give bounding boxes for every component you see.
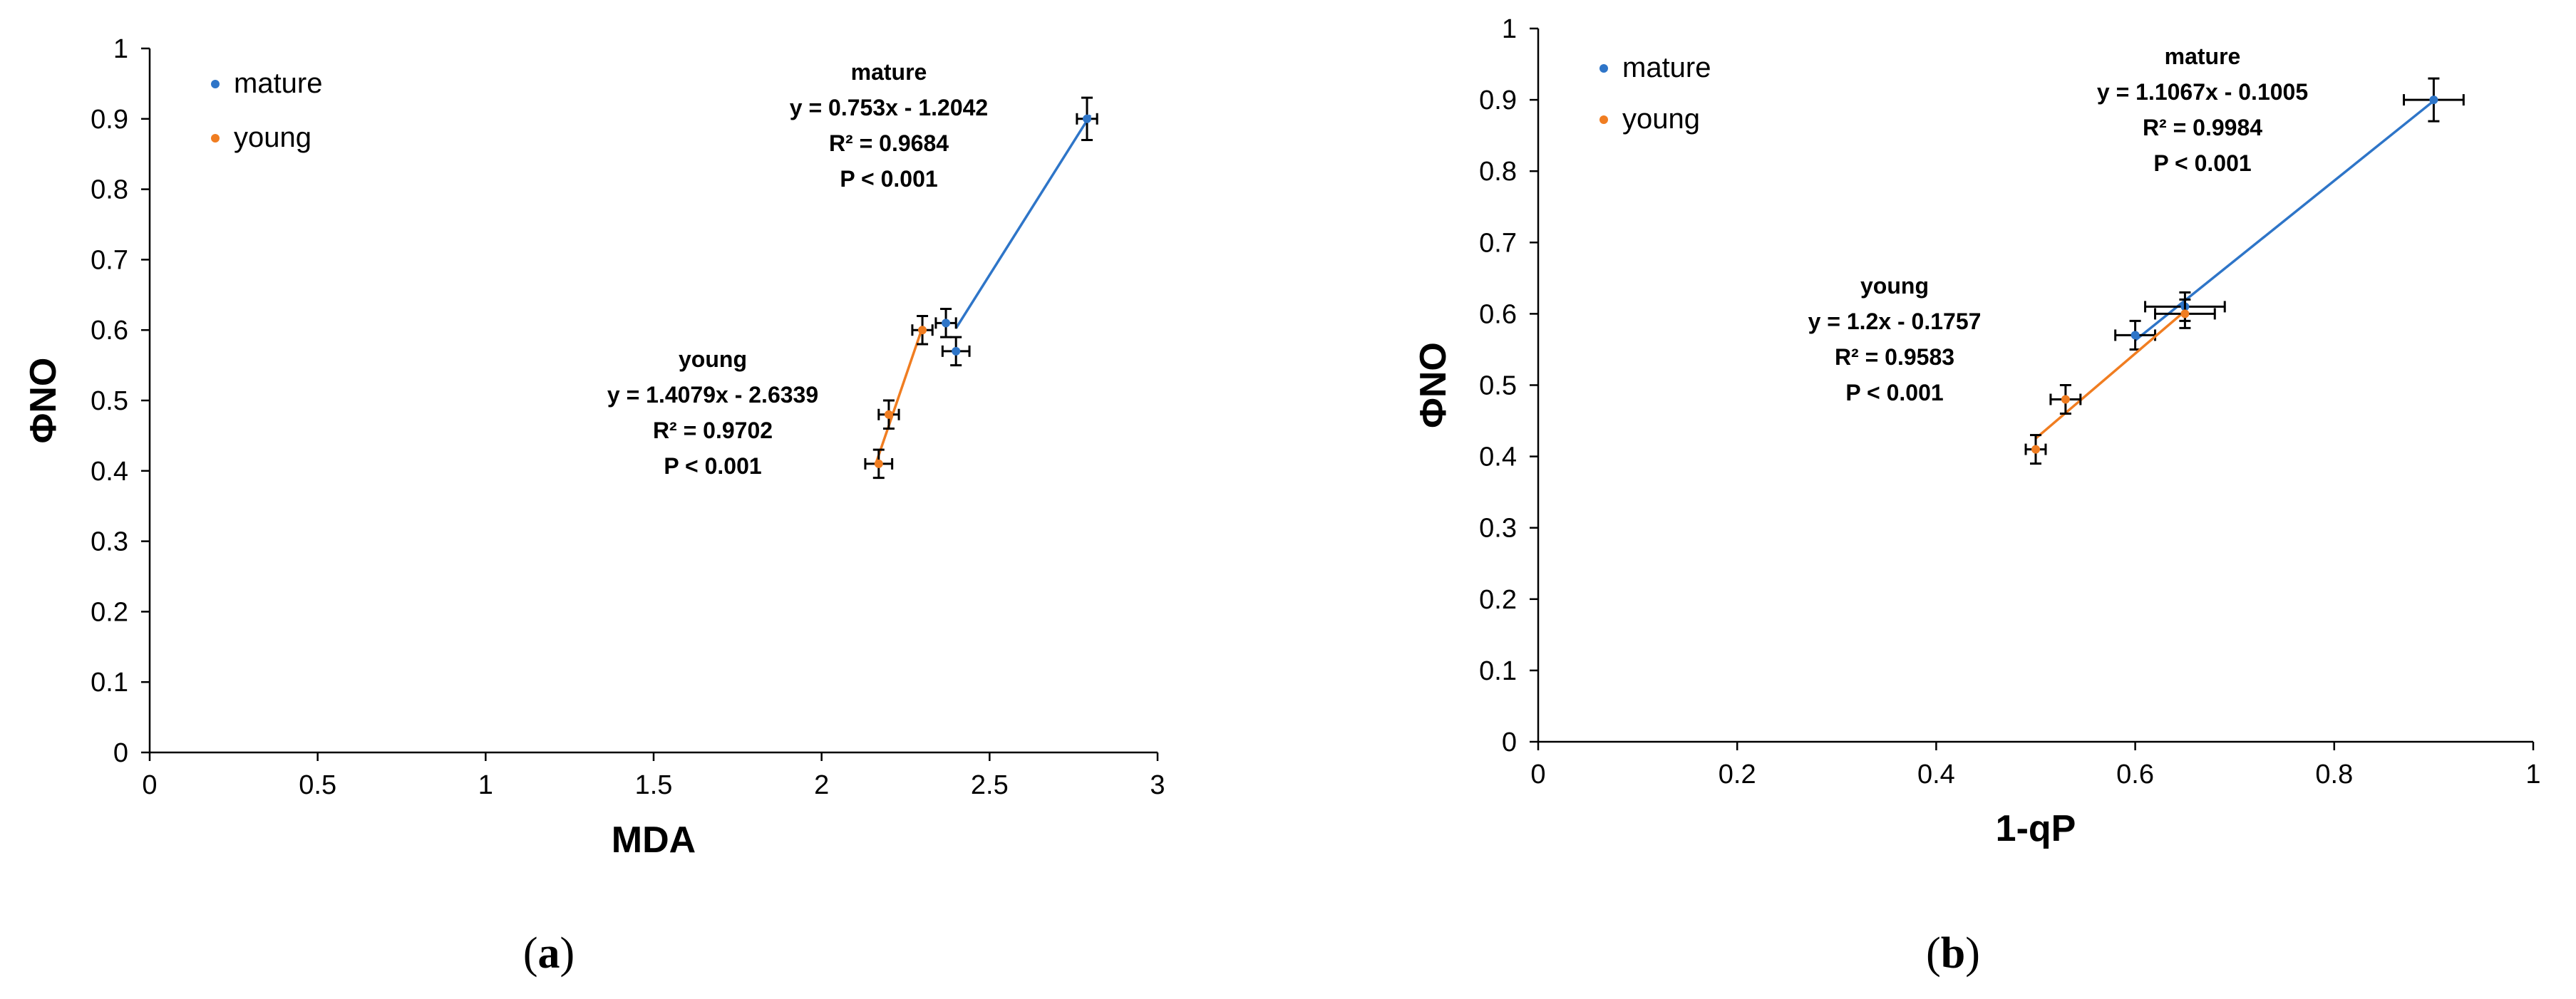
y-tick-label: 0.2 (1479, 585, 1517, 615)
y-tick-label: 0.9 (1479, 86, 1517, 115)
x-axis-label: 1-qP (1996, 808, 2076, 849)
trendline-mature (954, 114, 1092, 329)
y-tick-label: 0.4 (91, 457, 128, 487)
legend-label-young: young (234, 122, 311, 153)
y-tick-label: 1 (1502, 14, 1517, 44)
data-point-young (874, 459, 883, 468)
annotation-young: P < 0.001 (1845, 380, 1943, 405)
panel-caption: (a) (523, 929, 575, 978)
data-point-mature (2429, 95, 2438, 105)
legend-label-young: young (1622, 103, 1700, 135)
y-tick-label: 0.1 (1479, 656, 1517, 686)
y-tick-label: 1 (113, 34, 128, 64)
annotation-young: y = 1.2x - 0.1757 (1808, 309, 1982, 334)
data-point-young (2180, 309, 2190, 319)
data-point-mature (952, 346, 961, 356)
panel-a: 0 0.5 1 1.5 2 2.5 3 0 0.1 0.2 0.3 0.4 0.5 0.6 0.7 0.8 0.… (23, 34, 1165, 978)
y-tick-label: 0.8 (91, 175, 128, 205)
data-point-young (918, 326, 927, 335)
y-tick-label: 0.9 (91, 105, 128, 135)
y-tick-label: 0.6 (1479, 299, 1517, 329)
annotation-mature: R² = 0.9684 (829, 130, 949, 156)
y-tick-label: 0.5 (91, 386, 128, 416)
x-tick-label: 1 (478, 770, 493, 800)
x-tick-label: 1 (2525, 760, 2540, 790)
panel-caption: (b) (1926, 929, 1980, 978)
x-tick-label: 2 (814, 770, 829, 800)
annotation-mature: y = 0.753x - 1.2042 (790, 95, 988, 120)
legend-marker-young (211, 134, 220, 143)
annotation-young: P < 0.001 (664, 453, 761, 479)
data-point-young (2061, 395, 2070, 404)
annotation-mature: mature (2165, 43, 2241, 69)
x-tick-label: 0.4 (1917, 760, 1955, 790)
data-point-young (2031, 445, 2040, 454)
annotation-mature: P < 0.001 (2153, 150, 2251, 176)
x-tick-label: 0 (142, 770, 157, 800)
x-tick-label: 0.6 (2116, 760, 2154, 790)
x-axis-label: MDA (612, 819, 696, 861)
data-point-mature (942, 319, 951, 328)
y-tick-label: 0.2 (91, 597, 128, 627)
x-tick-label: 0.5 (299, 770, 336, 800)
annotation-young: young (679, 346, 747, 372)
x-tick-label: 3 (1150, 770, 1165, 800)
data-point-mature (1083, 114, 1092, 123)
annotation-mature: mature (851, 59, 927, 85)
y-tick-label: 0.7 (1479, 228, 1517, 258)
y-tick-label: 0.4 (1479, 442, 1517, 472)
legend-marker-mature (211, 80, 220, 88)
y-axis-label: ΦNO (1413, 342, 1454, 428)
x-tick-label: 0.2 (1719, 760, 1756, 790)
annotation-young: R² = 0.9702 (653, 418, 773, 443)
x-tick-label: 0 (1530, 760, 1545, 790)
trendline-young (874, 327, 924, 466)
annotation-mature: P < 0.001 (840, 166, 937, 192)
x-tick-label: 2.5 (971, 770, 1009, 800)
x-tick-label: 0.8 (2315, 760, 2353, 790)
annotation-young: y = 1.4079x - 2.6339 (607, 382, 818, 408)
x-tick-label: 1.5 (635, 770, 673, 800)
y-tick-label: 0.6 (91, 316, 128, 346)
annotation-young: young (1860, 273, 1929, 299)
y-tick-label: 0 (113, 738, 128, 768)
annotation-mature: R² = 0.9984 (2143, 115, 2262, 140)
data-point-mature (2131, 331, 2140, 340)
legend-label-mature: mature (1622, 52, 1711, 83)
legend-marker-mature (1599, 64, 1608, 73)
trendline-young (2034, 310, 2186, 440)
y-tick-label: 0.7 (91, 245, 128, 275)
data-point-young (884, 410, 893, 419)
annotation-young: R² = 0.9583 (1835, 344, 1954, 370)
legend-label-mature: mature (234, 68, 323, 99)
panel-b: 0 0.2 0.4 0.6 0.8 1 0 0.1 0.2 0.3 0.4 0.5 0.6 0.7 0.8 0… (1413, 14, 2541, 978)
y-tick-label: 0.1 (91, 668, 128, 698)
y-tick-label: 0 (1502, 728, 1517, 757)
y-tick-label: 0.3 (1479, 514, 1517, 544)
y-axis-label: ΦNO (23, 358, 64, 444)
legend-marker-young (1599, 115, 1608, 124)
annotation-mature: y = 1.1067x - 0.1005 (2097, 79, 2308, 105)
y-tick-label: 0.8 (1479, 157, 1517, 187)
y-tick-label: 0.3 (91, 527, 128, 557)
y-tick-label: 0.5 (1479, 371, 1517, 401)
